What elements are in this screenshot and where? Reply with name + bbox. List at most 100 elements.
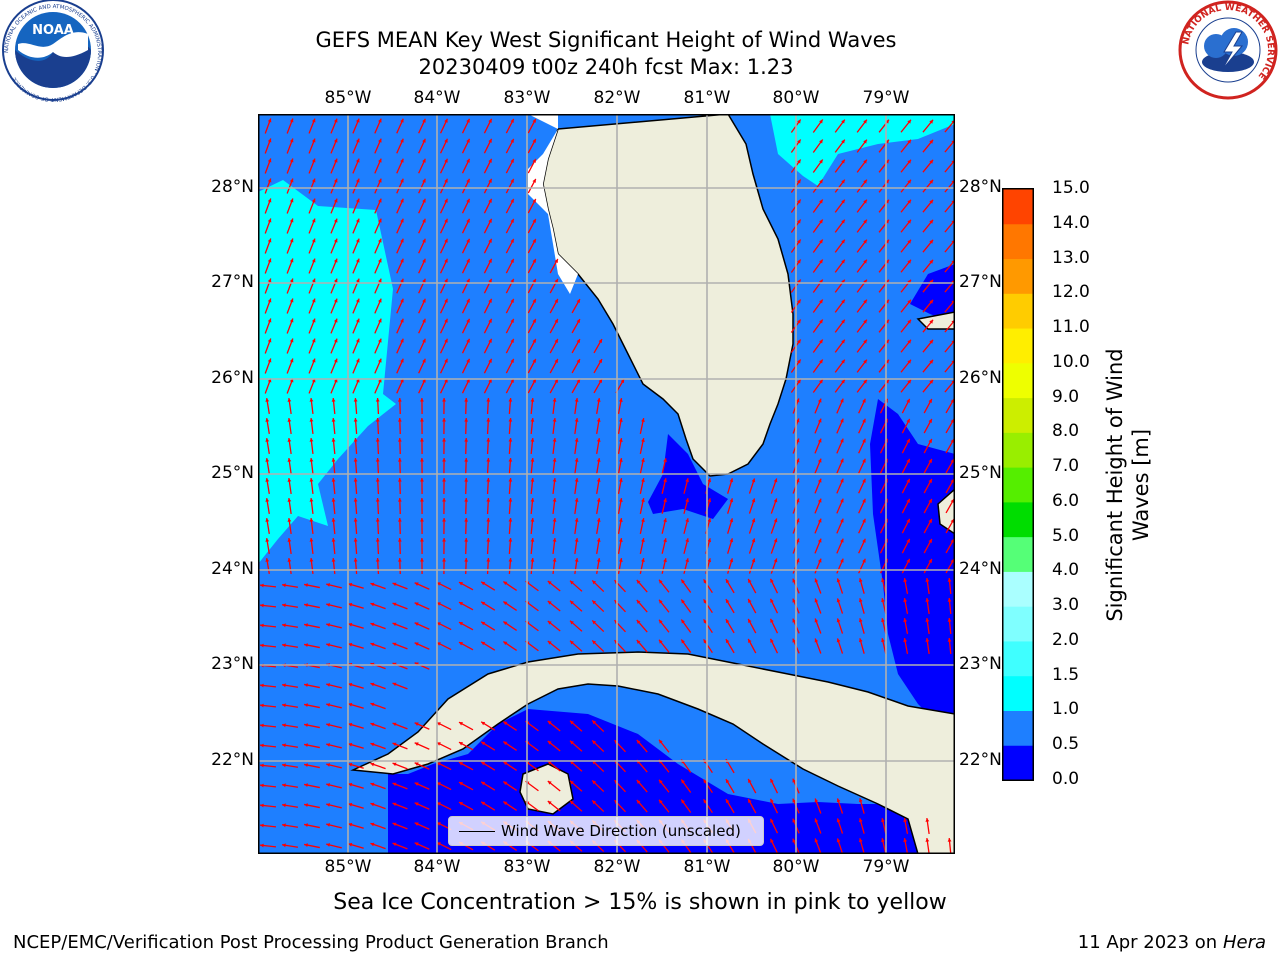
wind-arrow-head xyxy=(703,779,708,784)
wind-arrow-head xyxy=(287,458,292,462)
wind-arrow-head xyxy=(392,582,397,587)
wind-arrow-head xyxy=(598,359,602,364)
wind-arrow-head xyxy=(311,318,316,323)
wind-arrow-head xyxy=(885,259,889,264)
wind-arrow-head xyxy=(260,703,264,708)
wind-arrow-head xyxy=(881,818,885,823)
wind-arrow-head xyxy=(444,178,448,183)
wind-arrow-head xyxy=(574,478,579,482)
wind-arrow-head xyxy=(929,119,934,124)
lon-label-bottom: 80°W xyxy=(772,857,820,877)
coast-gap-florida xyxy=(528,114,578,294)
land-bahamas xyxy=(916,311,955,330)
lat-label-left: 26°N xyxy=(211,368,254,388)
wind-arrow-head xyxy=(618,558,623,562)
wind-arrow-head xyxy=(326,763,331,767)
lon-label-bottom: 79°W xyxy=(862,857,910,877)
wind-arrow-head xyxy=(508,498,513,502)
wind-arrow-head xyxy=(420,518,424,522)
wind-arrow-head xyxy=(510,298,514,303)
legend-label: Wind Wave Direction (unscaled) xyxy=(501,822,741,840)
wind-arrow-head xyxy=(488,118,492,123)
wind-arrow-head xyxy=(532,258,536,263)
wind-arrow-head xyxy=(725,779,730,784)
wind-arrow-head xyxy=(375,538,380,542)
wind-arrow-head xyxy=(814,578,819,583)
wind-arrow-head xyxy=(353,438,358,442)
wind-arrow-head xyxy=(355,218,360,223)
wind-arrow-head xyxy=(311,298,316,303)
wind-arrow-head xyxy=(355,198,360,203)
wind-arrow-head xyxy=(570,580,574,585)
wind-arrow-head xyxy=(840,438,844,443)
wind-arrow-head xyxy=(547,580,552,585)
wind-arrow-head xyxy=(703,579,708,584)
wind-arrow-head xyxy=(929,299,934,304)
wind-arrow-head xyxy=(400,258,404,263)
wind-arrow-head xyxy=(375,458,380,462)
wind-arrow-head xyxy=(510,198,514,203)
wind-arrow-head xyxy=(287,418,292,422)
lat-label-left: 24°N xyxy=(211,559,254,579)
wind-arrow-head xyxy=(282,603,286,608)
wind-arrow-head xyxy=(795,518,800,523)
wind-arrow-head xyxy=(729,498,734,503)
wind-arrow-head xyxy=(503,761,508,766)
colorbar-segment xyxy=(1003,501,1033,538)
wind-arrow-head xyxy=(928,518,932,523)
wind-arrow-head xyxy=(355,278,360,283)
wind-arrow-head xyxy=(289,318,294,323)
wind-arrow-head xyxy=(814,638,819,643)
wind-arrow-head xyxy=(885,159,889,164)
footer-host: Hera xyxy=(1222,932,1266,953)
wind-arrow-head xyxy=(466,158,470,163)
wind-arrow-head xyxy=(486,398,491,402)
wind-arrow-head xyxy=(907,199,911,204)
wind-arrow-head xyxy=(863,199,867,204)
wind-arrow-head xyxy=(397,458,402,462)
wind-arrow-head xyxy=(795,458,800,463)
wind-arrow-head xyxy=(267,138,272,143)
wind-arrow-head xyxy=(414,762,419,766)
wind-arrow-head xyxy=(442,418,446,422)
wind-arrow-head xyxy=(464,398,469,402)
wind-arrow-head xyxy=(378,138,382,143)
wind-arrow-head xyxy=(770,578,774,583)
lat-label-right: 22°N xyxy=(959,750,1002,770)
lon-label-bottom: 82°W xyxy=(593,857,641,877)
wind-arrow-head xyxy=(444,138,448,143)
wind-arrow-head xyxy=(819,339,823,344)
wind-arrow-head xyxy=(326,803,331,807)
wind-arrow-head xyxy=(885,119,889,124)
wind-arrow-head xyxy=(641,458,645,463)
wind-arrow-head xyxy=(641,478,645,483)
wind-arrow-head xyxy=(400,318,404,323)
wind-arrow-head xyxy=(442,538,446,542)
wind-arrow-head xyxy=(260,803,264,808)
wind-arrow-head xyxy=(331,478,336,482)
wind-arrow-head xyxy=(260,763,264,768)
lat-label-right: 27°N xyxy=(959,272,1002,292)
wind-arrow-head xyxy=(681,779,685,784)
wind-arrow-head xyxy=(444,338,448,343)
wind-arrow-head xyxy=(532,338,536,343)
wind-arrow-head xyxy=(326,643,331,647)
wind-arrow-head xyxy=(378,218,382,223)
wind-arrow-head xyxy=(570,600,574,605)
wind-arrow-head xyxy=(348,702,353,707)
wind-arrow-head xyxy=(659,739,663,744)
wind-arrow-head xyxy=(397,478,402,482)
wind-arrow-head xyxy=(370,782,375,787)
wind-arrow-head xyxy=(464,518,469,522)
wind-arrow-head xyxy=(287,438,292,442)
wind-arrow-head xyxy=(304,583,308,588)
wind-arrow-head xyxy=(309,478,314,482)
wind-arrow-head xyxy=(819,379,823,384)
svg-text:NOAA: NOAA xyxy=(32,23,74,38)
wind-arrow-head xyxy=(685,518,689,523)
wind-arrow-head xyxy=(570,800,574,805)
wind-arrow-head xyxy=(282,623,286,628)
wind-arrow-head xyxy=(576,299,580,304)
wind-arrow-head xyxy=(814,818,819,823)
wind-arrow-head xyxy=(304,763,308,768)
